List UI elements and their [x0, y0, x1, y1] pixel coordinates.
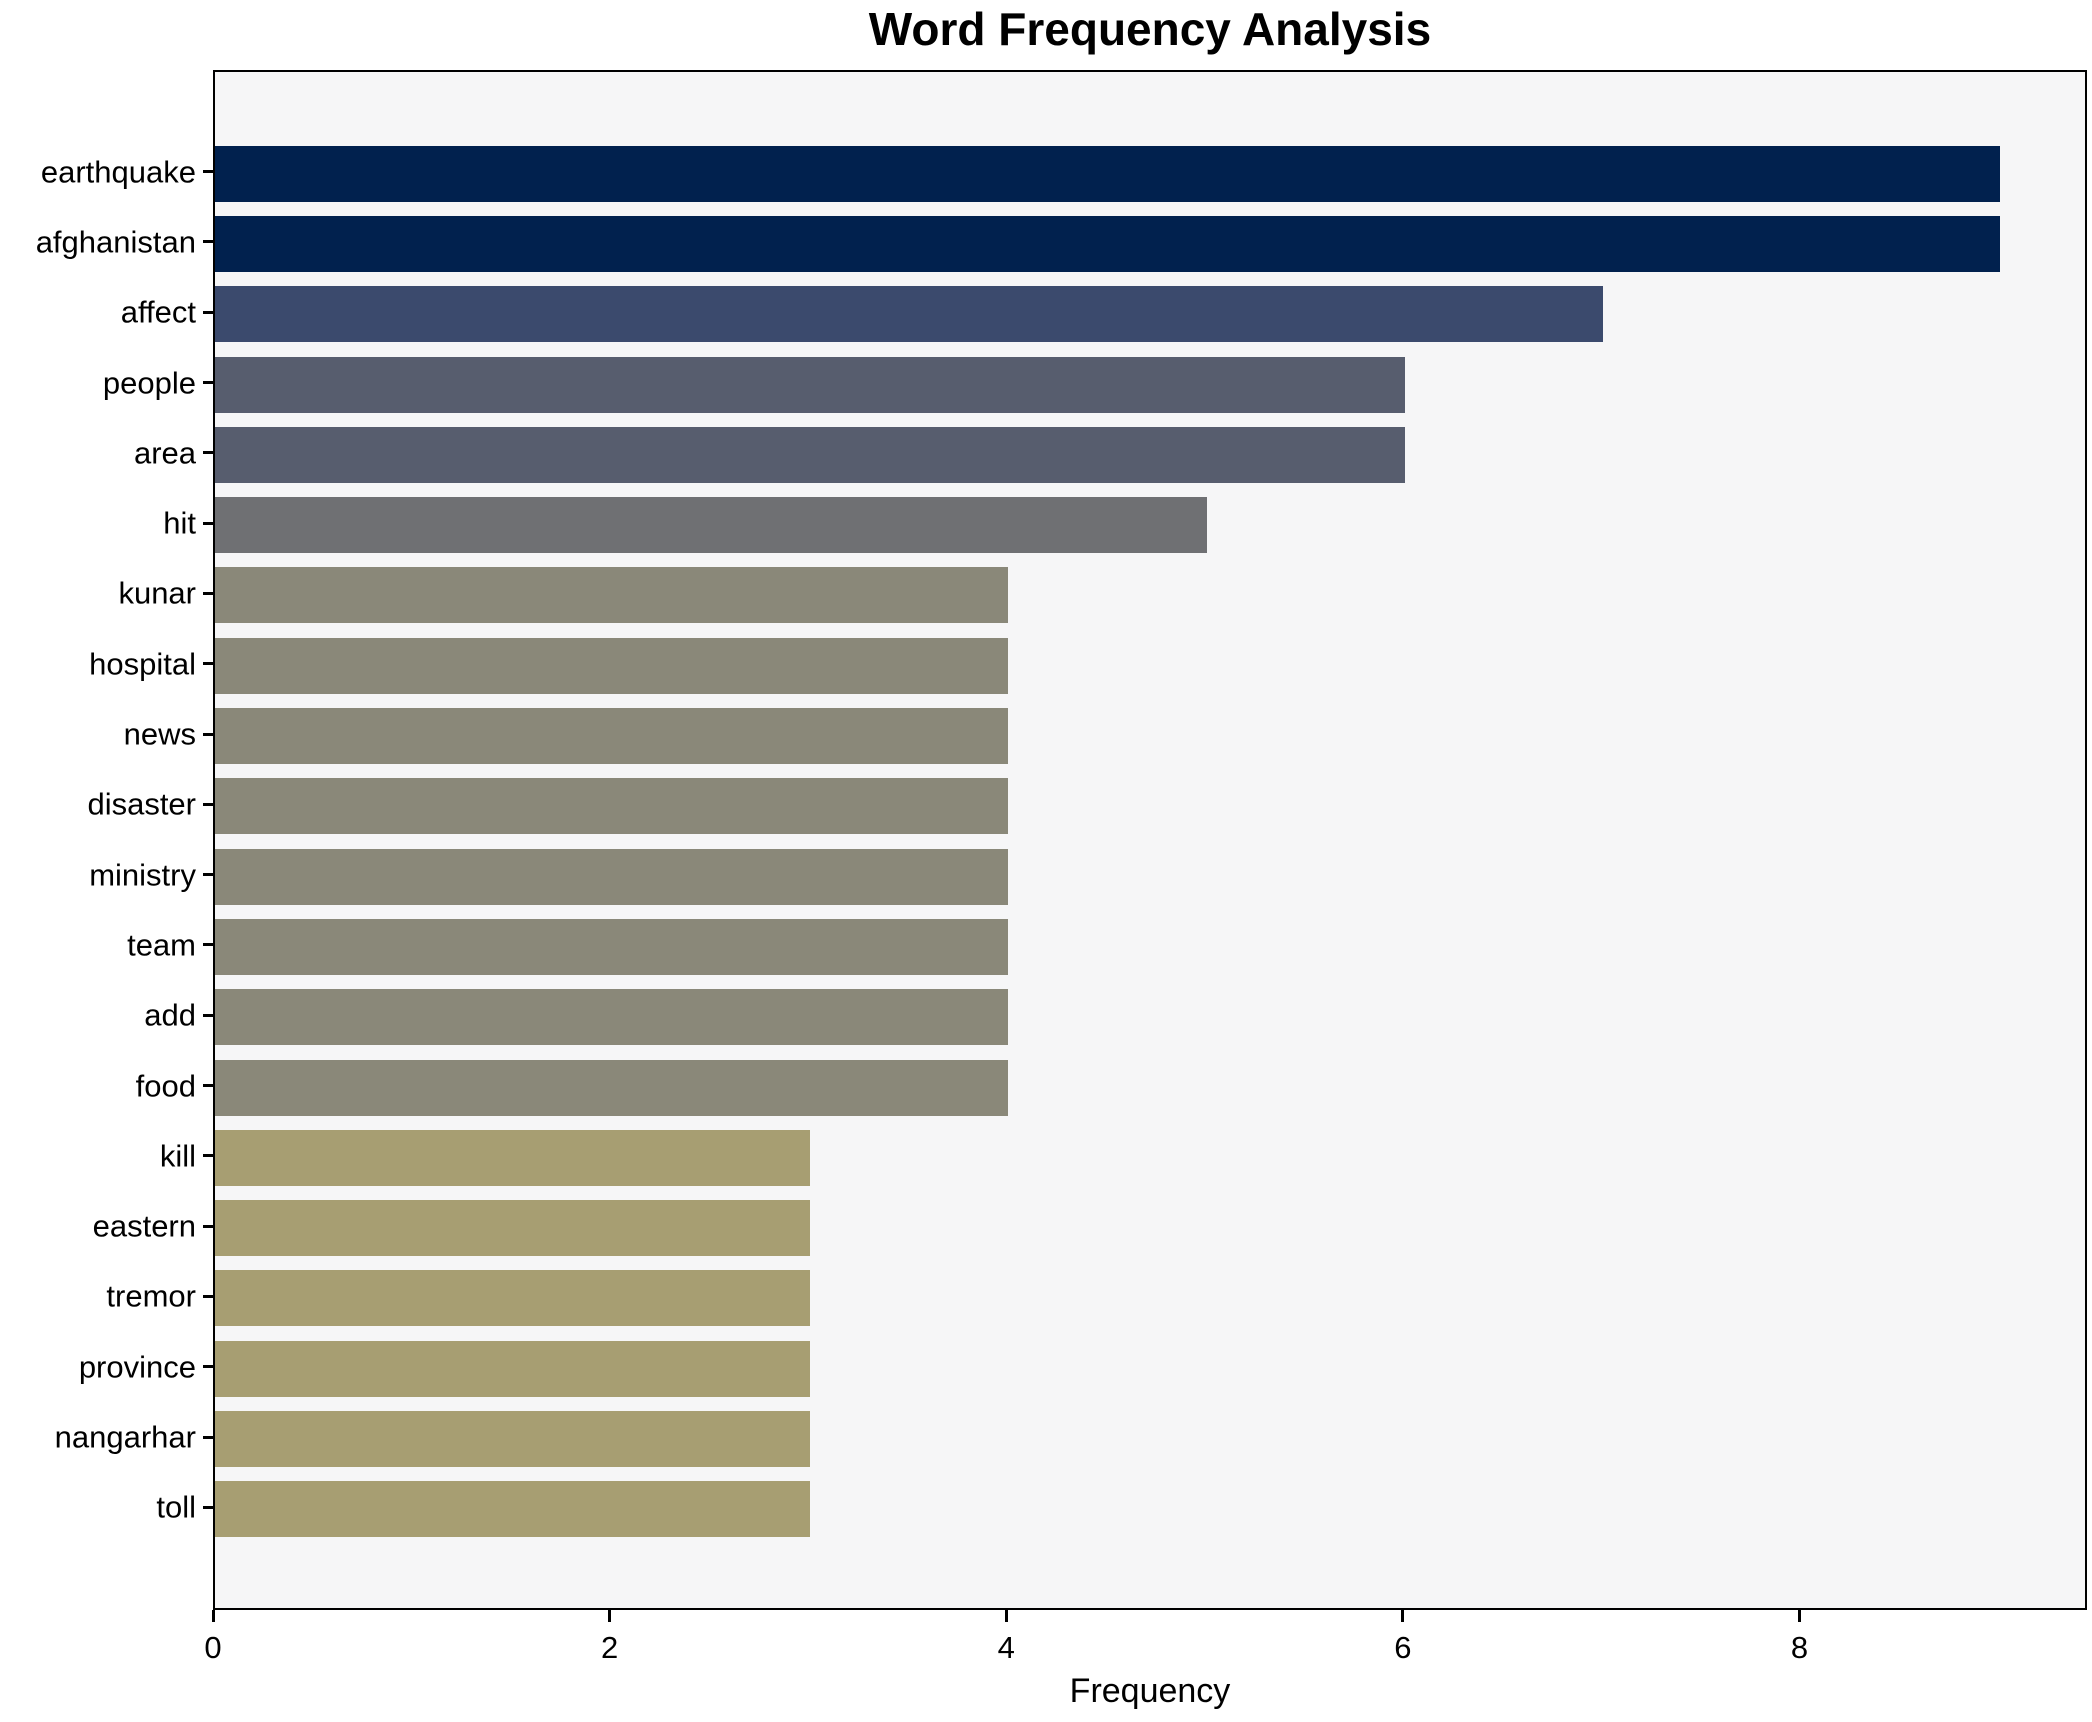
bar-team: [215, 918, 1009, 975]
y-axis-tick: [203, 1084, 213, 1087]
y-tick-label-kill: kill: [159, 1138, 196, 1174]
y-tick-label-hospital: hospital: [89, 646, 196, 682]
plot-area: [213, 70, 2087, 1610]
bar-province: [215, 1340, 810, 1397]
bar-affect: [215, 286, 1604, 343]
bar-tremor: [215, 1270, 810, 1327]
y-tick-label-affect: affect: [120, 294, 196, 330]
x-tick-label-4: 4: [997, 1630, 1015, 1665]
y-tick-label-nangarhar: nangarhar: [54, 1419, 196, 1455]
y-tick-label-news: news: [123, 716, 196, 752]
bar-kill: [215, 1129, 810, 1186]
x-tick-label-6: 6: [1394, 1630, 1412, 1665]
x-axis-tick: [1004, 1610, 1008, 1622]
y-axis-tick: [203, 1224, 213, 1228]
y-tick-label-province: province: [78, 1349, 196, 1385]
y-axis-tick: [203, 873, 213, 877]
y-axis-tick: [203, 240, 213, 244]
bar-add: [215, 989, 1009, 1046]
y-axis-tick: [203, 1365, 213, 1369]
bar-kunar: [215, 567, 1009, 624]
bar-area: [215, 426, 1405, 483]
y-tick-label-food: food: [135, 1068, 196, 1103]
bar-ministry: [215, 848, 1009, 905]
bar-earthquake: [215, 145, 2000, 202]
y-axis-tick: [203, 1505, 213, 1509]
y-axis-tick: [203, 381, 213, 384]
y-tick-label-afghanistan: afghanistan: [35, 224, 196, 260]
chart-title: Word Frequency Analysis: [868, 3, 1432, 55]
y-tick-label-add: add: [144, 997, 196, 1033]
y-tick-label-tremor: tremor: [106, 1278, 196, 1314]
y-axis-tick: [203, 591, 213, 595]
bar-hit: [215, 497, 1207, 554]
y-tick-label-disaster: disaster: [87, 786, 196, 822]
y-axis-tick: [203, 662, 213, 666]
bar-nangarhar: [215, 1411, 810, 1467]
y-axis-tick: [203, 1435, 213, 1439]
x-axis-tick: [1797, 1610, 1801, 1622]
bar-hospital: [215, 637, 1009, 694]
bar-eastern: [215, 1200, 810, 1257]
y-tick-label-ministry: ministry: [89, 857, 196, 893]
y-tick-label-hit: hit: [163, 505, 196, 541]
y-axis-tick: [203, 451, 213, 455]
x-tick-label-0: 0: [204, 1630, 222, 1665]
bar-news: [215, 708, 1009, 764]
x-axis-tick: [1401, 1610, 1405, 1622]
y-axis-tick: [203, 802, 213, 806]
y-tick-label-toll: toll: [156, 1489, 196, 1525]
x-axis-tick: [608, 1610, 612, 1622]
y-axis-tick: [203, 943, 213, 947]
x-tick-label-8: 8: [1790, 1630, 1809, 1665]
y-axis-tick: [203, 1154, 213, 1158]
bar-food: [215, 1059, 1009, 1116]
x-axis-tick: [211, 1610, 215, 1622]
y-tick-label-people: people: [102, 365, 196, 400]
y-axis-tick: [203, 1294, 213, 1298]
x-tick-label-2: 2: [600, 1630, 619, 1665]
bar-disaster: [215, 778, 1009, 835]
bar-people: [215, 356, 1405, 413]
y-tick-label-area: area: [133, 435, 196, 471]
y-axis-tick: [203, 1013, 213, 1017]
y-tick-label-team: team: [127, 927, 196, 963]
y-axis-tick: [203, 310, 213, 314]
y-axis-tick: [203, 170, 213, 174]
y-axis-tick: [203, 732, 213, 736]
bar-afghanistan: [215, 215, 2000, 272]
x-axis-label: Frequency: [1069, 1672, 1231, 1710]
y-tick-label-eastern: eastern: [92, 1208, 196, 1244]
y-tick-label-kunar: kunar: [118, 575, 196, 611]
bar-toll: [215, 1481, 810, 1538]
y-tick-label-earthquake: earthquake: [40, 154, 196, 190]
y-axis-tick: [203, 521, 213, 525]
